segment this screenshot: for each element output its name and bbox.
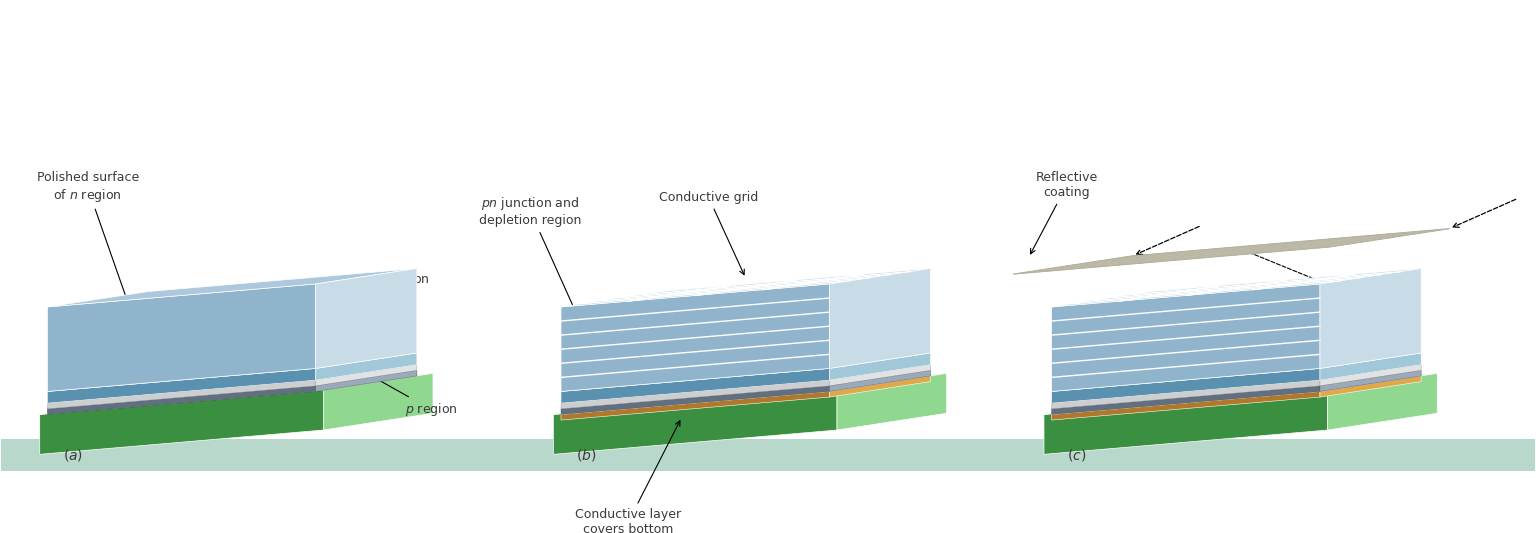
Polygon shape: [48, 368, 316, 403]
Polygon shape: [316, 365, 416, 386]
Polygon shape: [1319, 365, 1421, 386]
Text: Conductive layer
covers bottom: Conductive layer covers bottom: [574, 421, 680, 533]
Polygon shape: [561, 284, 829, 391]
Polygon shape: [40, 373, 433, 415]
Polygon shape: [1052, 365, 1421, 403]
Polygon shape: [1052, 284, 1319, 391]
Polygon shape: [48, 353, 416, 391]
Polygon shape: [1327, 373, 1438, 430]
Text: $(b)$: $(b)$: [576, 447, 598, 463]
Polygon shape: [829, 376, 931, 397]
Polygon shape: [561, 370, 931, 409]
Polygon shape: [1014, 229, 1450, 274]
Polygon shape: [561, 386, 829, 415]
Polygon shape: [829, 269, 931, 368]
Polygon shape: [553, 373, 946, 415]
Polygon shape: [829, 365, 931, 386]
Polygon shape: [561, 391, 829, 420]
Text: $p$ region: $p$ region: [370, 375, 458, 418]
Polygon shape: [553, 390, 837, 454]
Polygon shape: [1052, 269, 1421, 307]
Polygon shape: [1052, 368, 1319, 403]
Polygon shape: [561, 380, 829, 409]
Polygon shape: [48, 284, 316, 391]
Polygon shape: [316, 269, 416, 368]
Polygon shape: [48, 365, 416, 403]
Polygon shape: [316, 370, 416, 391]
Polygon shape: [837, 373, 946, 430]
Polygon shape: [829, 370, 931, 391]
Text: $pn$ junction and
depletion region: $pn$ junction and depletion region: [479, 195, 613, 395]
Polygon shape: [40, 390, 324, 454]
Polygon shape: [48, 380, 316, 409]
Polygon shape: [561, 353, 931, 391]
Text: Conductive grid: Conductive grid: [659, 191, 759, 274]
Text: $(a)$: $(a)$: [63, 447, 83, 463]
Polygon shape: [1044, 373, 1438, 415]
Polygon shape: [1319, 376, 1421, 397]
Polygon shape: [561, 376, 931, 415]
Polygon shape: [324, 373, 433, 430]
Text: $(c)$: $(c)$: [1068, 447, 1086, 463]
Polygon shape: [561, 368, 829, 403]
Text: Reflective
coating: Reflective coating: [1031, 171, 1098, 254]
Polygon shape: [1052, 380, 1319, 409]
Polygon shape: [1044, 390, 1327, 454]
Polygon shape: [1319, 370, 1421, 391]
Polygon shape: [48, 386, 316, 415]
Polygon shape: [1052, 353, 1421, 391]
Polygon shape: [1052, 391, 1319, 420]
Polygon shape: [1052, 376, 1421, 415]
Polygon shape: [48, 370, 416, 409]
Polygon shape: [829, 353, 931, 380]
Polygon shape: [1319, 269, 1421, 368]
Polygon shape: [316, 353, 416, 380]
Polygon shape: [561, 269, 931, 307]
Polygon shape: [561, 365, 931, 403]
Bar: [2, 439, 1534, 471]
Text: Polished surface
of $n$ region: Polished surface of $n$ region: [37, 171, 141, 337]
Polygon shape: [48, 269, 416, 307]
Polygon shape: [1319, 353, 1421, 380]
Text: $n$ region: $n$ region: [349, 271, 430, 335]
Polygon shape: [1052, 370, 1421, 409]
Polygon shape: [1052, 386, 1319, 415]
